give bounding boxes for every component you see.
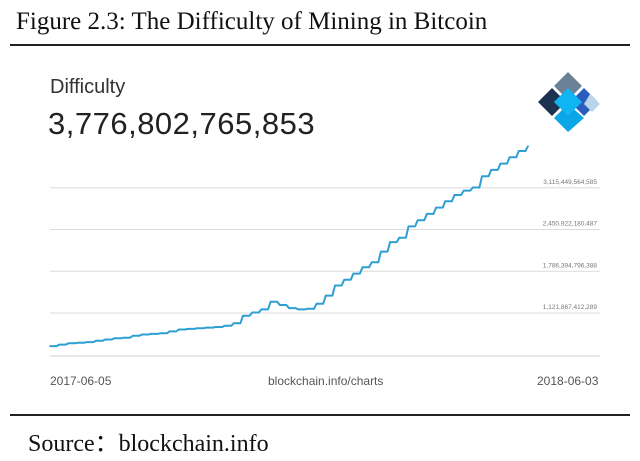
data-point-15: [187, 328, 189, 330]
data-point-46: [472, 186, 474, 189]
data-point-51: [518, 150, 520, 152]
bottom-rule: [10, 414, 630, 416]
figure-title: Figure 2.3: The Difficulty of Mining in …: [16, 8, 488, 35]
y-tick-label-2: 2,450,922,180,487: [543, 221, 598, 228]
data-point-13: [168, 330, 171, 333]
data-point-16: [196, 327, 198, 330]
point-layer: [49, 145, 529, 347]
data-point-33: [352, 272, 355, 275]
data-point-47: [481, 175, 483, 177]
data-point-12: [159, 332, 162, 335]
logo-tile-bottom: [554, 104, 584, 132]
data-point-42: [435, 206, 437, 209]
top-rule: [10, 44, 630, 46]
data-point-48: [490, 169, 493, 171]
x-end-label: 2018-06-03: [537, 374, 599, 388]
source-url-label: blockchain.info/charts: [268, 374, 384, 388]
data-point-37: [389, 241, 391, 243]
data-point-18: [214, 326, 217, 328]
data-point-26: [288, 307, 290, 309]
data-point-45: [462, 189, 465, 192]
data-point-50: [508, 156, 511, 159]
current-difficulty-value: 3,776,802,765,853: [48, 106, 316, 141]
data-point-34: [361, 266, 364, 269]
data-point-30: [324, 294, 327, 297]
data-point-14: [177, 328, 180, 331]
data-point-2: [67, 342, 70, 345]
data-point-32: [343, 279, 345, 281]
data-point-31: [334, 284, 336, 287]
data-point-24: [269, 301, 272, 303]
data-point-9: [131, 334, 134, 337]
data-point-28: [306, 307, 309, 310]
data-point-17: [205, 326, 208, 329]
y-tick-label-3: 3,115,449,564,585: [543, 179, 597, 186]
data-point-4: [85, 341, 88, 343]
data-point-43: [444, 200, 447, 203]
logo-tile-top: [554, 72, 582, 100]
figure-source: Source：blockchain.info: [28, 431, 269, 457]
grid-layer: [50, 187, 600, 357]
data-point-0: [49, 345, 51, 347]
logo-tile-center: [554, 88, 582, 116]
data-point-52: [527, 145, 529, 148]
chart-card: 1,121,867,412,289 1,786,394,796,388 2,450,…: [10, 56, 630, 406]
data-point-8: [122, 336, 125, 339]
data-point-6: [104, 338, 106, 341]
logo-tile-left: [538, 88, 566, 116]
x-start-label: 2017-06-05: [50, 374, 112, 388]
data-point-39: [407, 225, 410, 228]
chart-title: Difficulty: [50, 76, 126, 98]
data-point-41: [426, 213, 428, 215]
data-point-11: [150, 333, 152, 335]
data-point-35: [370, 261, 373, 264]
data-point-7: [113, 337, 116, 340]
data-point-23: [260, 308, 263, 311]
data-point-40: [416, 219, 419, 221]
y-tick-label-0: 1,121,867,412,289: [543, 304, 598, 311]
y-tick-label-1: 1,786,394,796,388: [543, 262, 598, 269]
data-point-21: [242, 314, 244, 317]
data-point-27: [297, 308, 299, 311]
data-point-1: [58, 343, 60, 346]
data-point-22: [251, 311, 254, 314]
logo-tile-right-light: [584, 94, 600, 112]
data-point-19: [223, 324, 226, 327]
data-point-20: [233, 322, 235, 325]
data-point-36: [380, 250, 382, 253]
data-point-3: [76, 341, 79, 344]
data-point-44: [453, 194, 456, 196]
tick-label-layer: 1,121,867,412,289 1,786,394,796,388 2,450,…: [543, 179, 598, 311]
data-point-49: [499, 162, 502, 165]
chart-plot: 1,121,867,412,289 1,786,394,796,388 2,450,…: [49, 145, 600, 357]
data-point-38: [398, 236, 401, 239]
data-point-29: [315, 302, 318, 305]
data-point-5: [95, 340, 97, 342]
blockchain-logo-icon: [538, 72, 600, 132]
difficulty-series-line: [50, 145, 529, 348]
data-point-10: [141, 333, 143, 336]
data-point-25: [279, 304, 281, 306]
